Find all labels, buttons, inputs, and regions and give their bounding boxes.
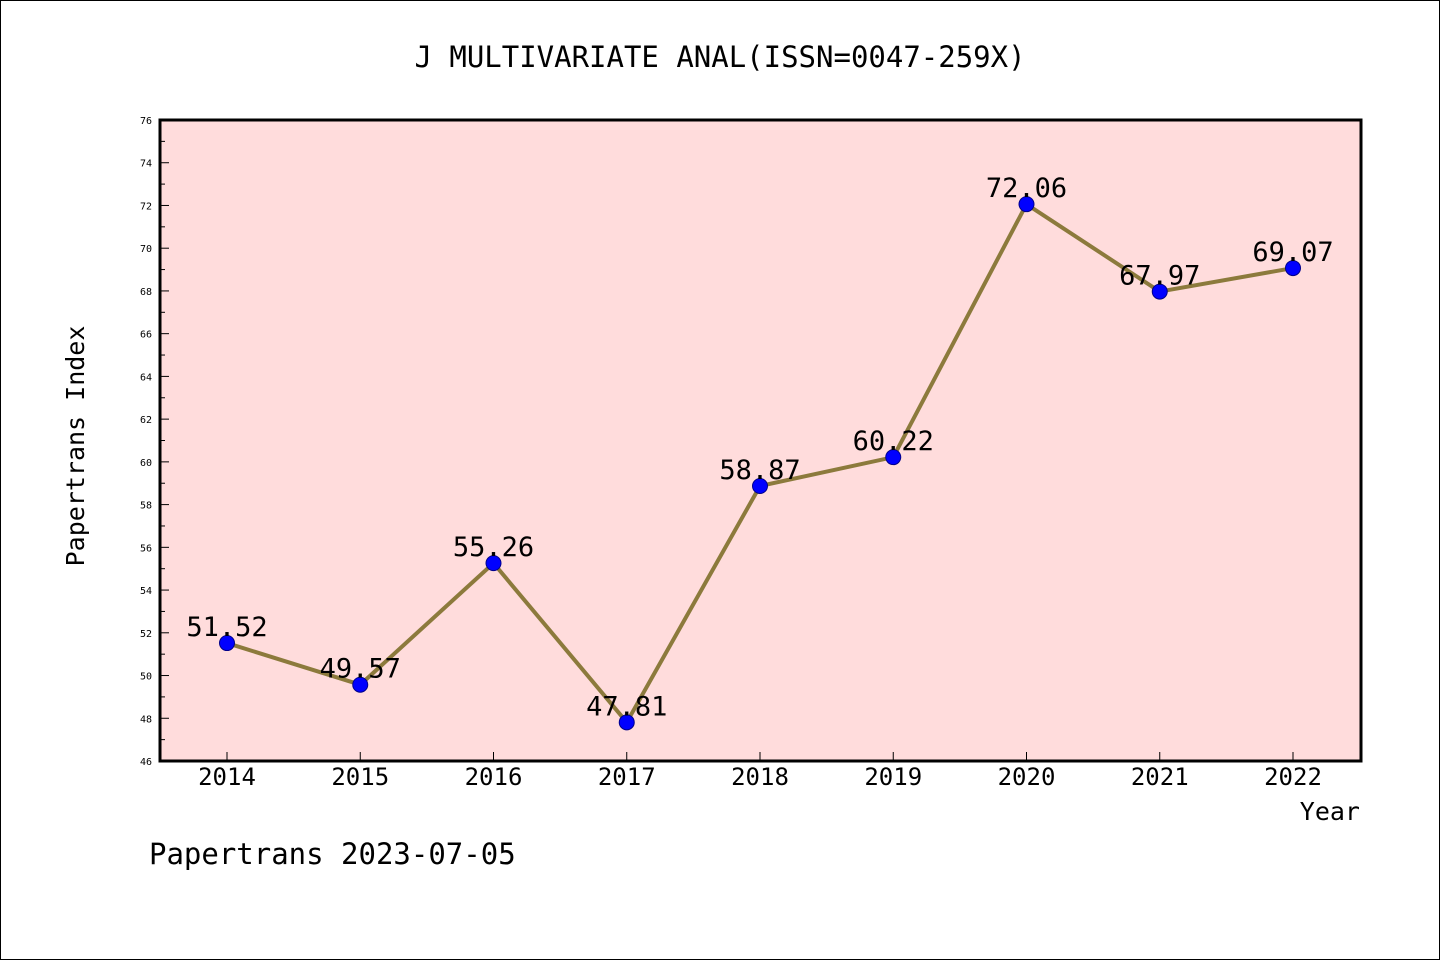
data-point [752,478,768,495]
data-labels: 51.52 49.57 55.26 47.81 58.87 60.22 72.06 67.97… [186,173,1333,722]
data-point [1151,283,1168,300]
x-tick-label: 2020 [998,763,1056,791]
y-tick-label: 68 [140,287,152,298]
y-tick-label: 48 [140,714,152,725]
y-tick-label: 70 [140,244,152,255]
data-label: 67.97 [1119,261,1200,292]
y-tick-label: 66 [140,330,152,341]
y-tick-label: 74 [140,159,152,170]
data-label: 49.57 [320,654,401,685]
plot-area [160,120,1361,761]
x-tick-label: 2022 [1264,763,1322,791]
data-point [485,555,502,572]
y-tick-label: 60 [140,458,152,469]
y-axis-title: Papertrans Index [61,326,90,567]
data-point [1285,260,1301,277]
data-point [618,714,635,731]
x-axis-title: Year [1300,797,1360,826]
y-tick-label: 76 [140,116,152,127]
y-tick-label: 54 [140,586,152,597]
y-tick-label: 50 [140,672,152,683]
x-tick-label: 2015 [331,763,389,791]
data-markers [219,196,1301,731]
data-label: 47.81 [586,691,667,722]
y-tick-label: 52 [140,629,152,640]
x-tick-label: 2019 [864,763,922,791]
y-tick-label: 46 [140,757,152,768]
y-tick-label: 64 [140,372,152,383]
chart-title: J MULTIVARIATE ANAL(ISSN=0047-259X) [414,40,1025,74]
data-label: 69.07 [1252,237,1333,268]
data-label: 55.26 [453,532,534,563]
x-tick-label: 2017 [598,763,656,791]
y-tick-label: 72 [140,201,152,212]
data-label: 60.22 [853,426,934,457]
footer-text: Papertrans 2023-07-05 [149,837,516,871]
y-tick-label: 56 [140,543,152,554]
data-point [1018,196,1035,213]
x-tick-label: 2018 [731,763,789,791]
x-tick-label: 2016 [465,763,523,791]
data-label: 51.52 [186,612,267,643]
data-label: 58.87 [719,455,800,486]
data-point [352,676,369,693]
y-tick-label: 58 [140,501,152,512]
data-label: 72.06 [986,173,1067,204]
x-tick-label: 2014 [198,763,256,791]
y-tick-label: 62 [140,415,152,426]
x-tick-label: 2021 [1131,763,1189,791]
x-axis-ticks: 2014 2015 2016 2017 2018 2019 2020 2021 2022 [198,752,1322,791]
plot-border [158,118,1363,763]
data-point [219,635,235,652]
data-point [885,449,902,466]
